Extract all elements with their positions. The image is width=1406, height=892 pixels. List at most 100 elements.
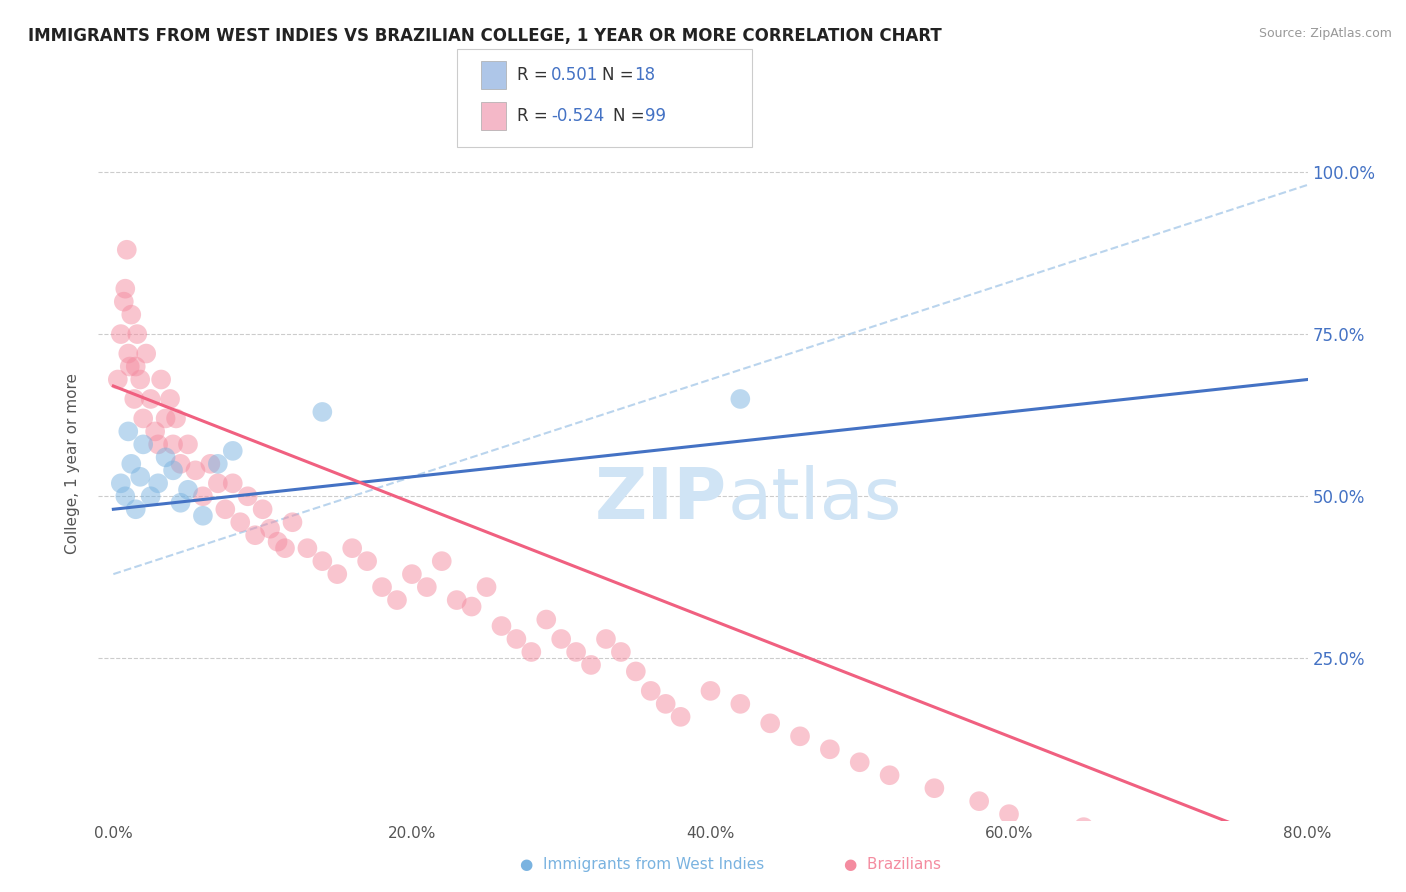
Point bbox=[120, 308, 142, 322]
Point bbox=[356, 554, 378, 568]
Text: N =: N = bbox=[613, 107, 650, 125]
Point bbox=[139, 489, 162, 503]
Point bbox=[177, 437, 200, 451]
Point bbox=[610, 645, 633, 659]
Point bbox=[579, 657, 602, 672]
Point bbox=[340, 541, 363, 556]
Point bbox=[699, 684, 721, 698]
Text: R =: R = bbox=[517, 66, 554, 84]
Point bbox=[430, 554, 453, 568]
Text: ●  Immigrants from West Indies: ● Immigrants from West Indies bbox=[520, 857, 765, 872]
Point bbox=[759, 716, 782, 731]
Point bbox=[222, 476, 245, 491]
Point bbox=[229, 515, 252, 529]
Point bbox=[236, 489, 259, 503]
Point bbox=[640, 684, 662, 698]
Point bbox=[169, 496, 191, 510]
Point bbox=[122, 392, 145, 406]
Point bbox=[118, 359, 141, 374]
Point bbox=[159, 392, 181, 406]
Point bbox=[1222, 879, 1244, 892]
Point bbox=[114, 489, 136, 503]
Point bbox=[311, 405, 333, 419]
Point bbox=[117, 425, 139, 439]
Text: ZIP: ZIP bbox=[595, 465, 727, 534]
Text: IMMIGRANTS FROM WEST INDIES VS BRAZILIAN COLLEGE, 1 YEAR OR MORE CORRELATION CHA: IMMIGRANTS FROM WEST INDIES VS BRAZILIAN… bbox=[28, 27, 942, 45]
Point bbox=[207, 476, 229, 491]
Point bbox=[505, 632, 527, 646]
Point bbox=[214, 502, 236, 516]
Point bbox=[132, 437, 155, 451]
Point bbox=[150, 372, 173, 386]
Text: ●  Brazilians: ● Brazilians bbox=[844, 857, 941, 872]
Point bbox=[110, 327, 132, 342]
Point bbox=[297, 541, 319, 556]
Text: 18: 18 bbox=[634, 66, 655, 84]
Point bbox=[730, 392, 752, 406]
Point bbox=[266, 534, 288, 549]
Point bbox=[595, 632, 617, 646]
Point bbox=[730, 697, 752, 711]
Text: R =: R = bbox=[517, 107, 554, 125]
Point bbox=[143, 425, 166, 439]
Point bbox=[624, 665, 647, 679]
Text: atlas: atlas bbox=[727, 465, 901, 534]
Text: N =: N = bbox=[602, 66, 638, 84]
Point bbox=[207, 457, 229, 471]
Point bbox=[669, 710, 692, 724]
Point bbox=[1147, 846, 1170, 860]
Point bbox=[491, 619, 513, 633]
Point bbox=[135, 346, 157, 360]
Point bbox=[446, 593, 468, 607]
Point bbox=[200, 457, 222, 471]
Text: Source: ZipAtlas.com: Source: ZipAtlas.com bbox=[1258, 27, 1392, 40]
Point bbox=[112, 294, 135, 309]
Point bbox=[848, 756, 870, 770]
Point bbox=[115, 243, 138, 257]
Point bbox=[924, 781, 946, 796]
Point bbox=[162, 437, 184, 451]
Point bbox=[191, 489, 214, 503]
Point bbox=[146, 437, 169, 451]
Point bbox=[385, 593, 408, 607]
Point bbox=[184, 463, 207, 477]
Point bbox=[550, 632, 572, 646]
Point bbox=[129, 372, 152, 386]
Point bbox=[967, 794, 990, 808]
Point bbox=[107, 372, 129, 386]
Point bbox=[311, 554, 333, 568]
Point bbox=[165, 411, 187, 425]
Point bbox=[191, 508, 214, 523]
Point bbox=[460, 599, 482, 614]
Text: 99: 99 bbox=[645, 107, 666, 125]
Point bbox=[252, 502, 274, 516]
Point bbox=[1118, 833, 1140, 847]
Point bbox=[127, 327, 149, 342]
Point bbox=[129, 470, 152, 484]
Point bbox=[1177, 859, 1199, 873]
Point bbox=[281, 515, 304, 529]
Point bbox=[326, 567, 349, 582]
Point bbox=[818, 742, 841, 756]
Y-axis label: College, 1 year or more: College, 1 year or more bbox=[65, 374, 80, 554]
Point bbox=[125, 502, 148, 516]
Point bbox=[536, 613, 558, 627]
Point bbox=[789, 729, 811, 743]
Point bbox=[1073, 820, 1095, 834]
Point bbox=[155, 411, 177, 425]
Point bbox=[222, 443, 245, 458]
Point bbox=[125, 359, 148, 374]
Point bbox=[139, 392, 162, 406]
Point bbox=[879, 768, 901, 782]
Point bbox=[401, 567, 423, 582]
Point bbox=[117, 346, 139, 360]
Text: 0.501: 0.501 bbox=[551, 66, 599, 84]
Point bbox=[274, 541, 297, 556]
Point bbox=[120, 457, 142, 471]
Point bbox=[416, 580, 439, 594]
Point bbox=[520, 645, 543, 659]
Point bbox=[371, 580, 394, 594]
Point bbox=[132, 411, 155, 425]
Point bbox=[475, 580, 498, 594]
Point bbox=[169, 457, 191, 471]
